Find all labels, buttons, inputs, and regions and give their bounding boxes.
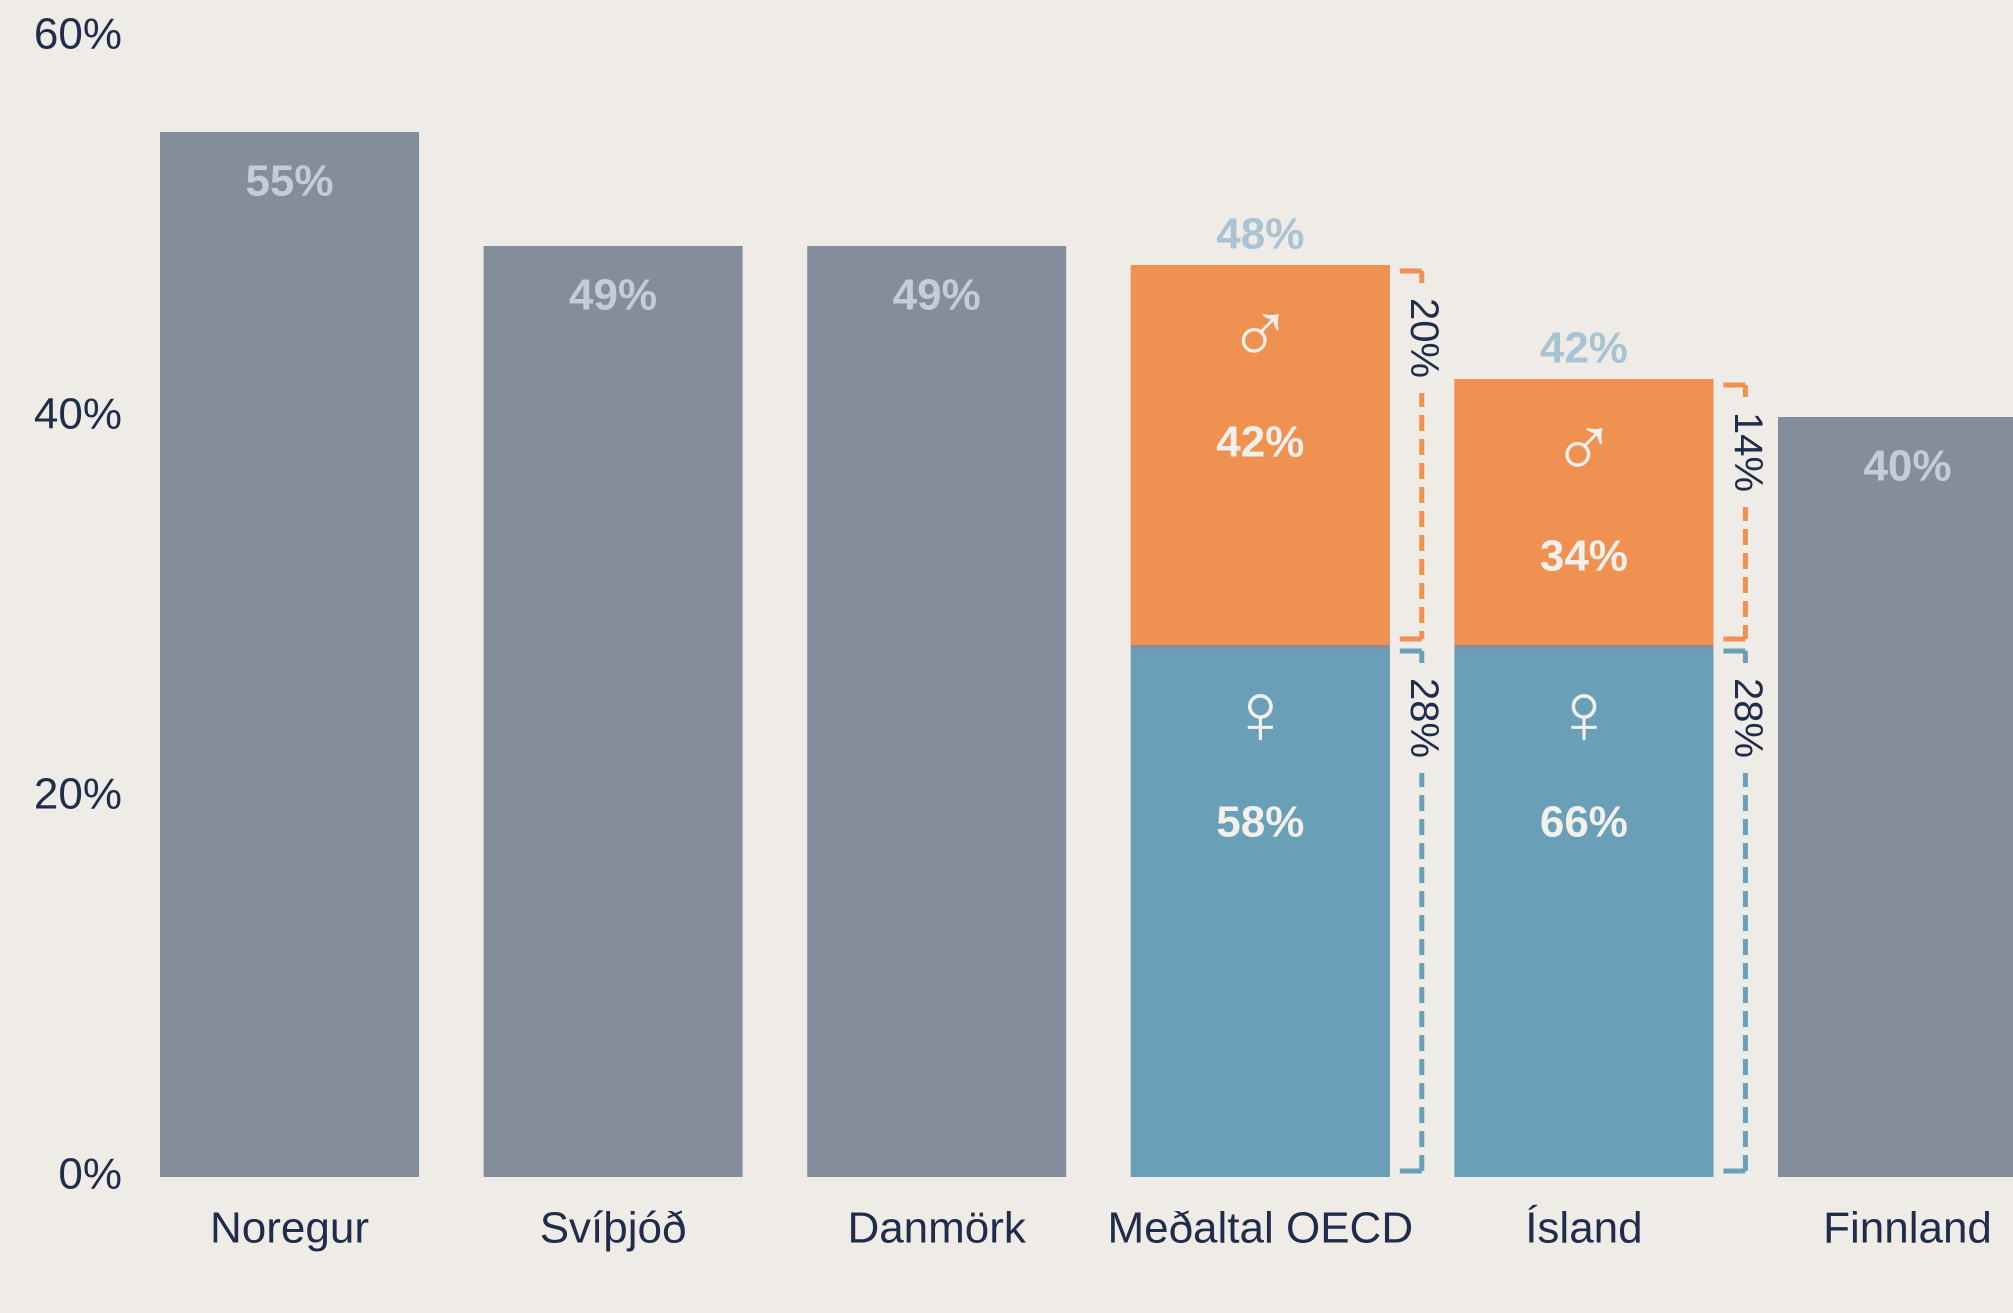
share-label: 34%	[1540, 532, 1628, 581]
series-symbol: ♀	[1551, 663, 1617, 762]
series-symbol: ♂	[1551, 397, 1617, 496]
stack-segment	[1454, 379, 1714, 645]
bar	[1778, 417, 2013, 1177]
bracket-label: 14%	[1726, 412, 1770, 492]
x-tick-label: Finnland	[1823, 1204, 1992, 1253]
y-tick-label: 20%	[34, 770, 122, 819]
bracket-label-bg	[1725, 663, 1766, 773]
bracket-label: 20%	[1402, 298, 1446, 378]
bracket-label: 28%	[1402, 678, 1446, 758]
series-symbol: ♂	[1227, 283, 1293, 382]
stack-segment	[1454, 649, 1714, 1177]
x-tick-label: Danmörk	[847, 1204, 1026, 1253]
x-tick-label: Svíþjóð	[540, 1204, 687, 1253]
bar	[160, 132, 419, 1177]
bracket-label-bg	[1401, 283, 1442, 393]
bar	[807, 246, 1067, 1177]
bracket-label-bg	[1401, 663, 1442, 773]
x-tick-label: Noregur	[210, 1204, 369, 1253]
value-label: 49%	[893, 271, 981, 320]
y-tick-label: 60%	[34, 10, 122, 59]
x-tick-label: Meðaltal OECD	[1107, 1204, 1413, 1253]
value-label: 42%	[1540, 324, 1628, 373]
bracket-label: 28%	[1726, 678, 1770, 758]
value-label: 55%	[245, 157, 333, 206]
series-symbol: ♀	[1227, 663, 1293, 762]
value-label: 49%	[569, 271, 657, 320]
share-label: 66%	[1540, 798, 1628, 847]
bracket-label-bg	[1725, 397, 1766, 507]
x-tick-label: Ísland	[1525, 1204, 1642, 1253]
bar	[483, 246, 743, 1177]
value-label: 40%	[1863, 442, 1951, 491]
value-label: 48%	[1216, 210, 1304, 259]
stack-segment	[1130, 649, 1390, 1177]
stack-segment	[1130, 265, 1390, 645]
y-tick-label: 40%	[34, 390, 122, 439]
share-label: 58%	[1216, 798, 1304, 847]
share-label: 42%	[1216, 418, 1304, 467]
y-tick-label: 0%	[58, 1150, 122, 1199]
